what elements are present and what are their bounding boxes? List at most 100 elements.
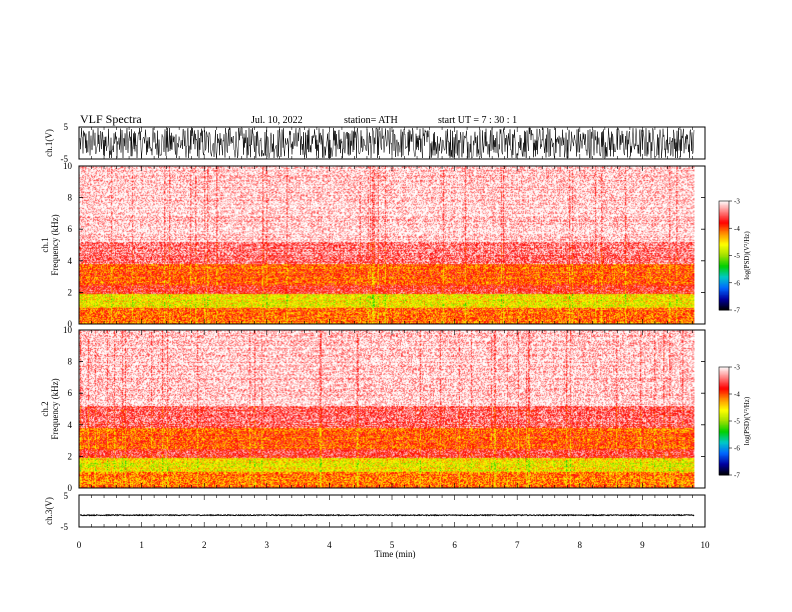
ch1-colorbar-segment [719,262,729,265]
ch2-spec-ytick-label: 6 [68,388,73,398]
ch1-colorbar-segment [719,305,729,308]
ch2-colorbar-segment [719,385,729,388]
ch1-colorbar-segment [719,225,729,228]
ch2-spectrogram-panel: 10 8 6 4 2 0 ch.2 Frequency (kHz) [40,325,706,493]
ch2-colorbar: -3 -4 -5 -6 -7 log(PSD)(V²/Hz) [718,364,751,480]
ch1-colorbar-segment [719,221,729,224]
ch1-colorbar-segment [719,260,729,263]
ch1-colorbar-segment [719,275,729,278]
ch2-colorbar-segment [719,422,729,425]
ch2-colorbar-segment [719,375,729,377]
ch2-colorbar-segment [719,398,729,400]
ch1-colorbar-segment [719,235,729,237]
ch1-colorbar-segment [719,292,729,295]
ch2-spectrogram-image [79,330,695,488]
ch1-colorbar-segment [719,207,729,210]
ch2-colorbar-segment [719,391,729,394]
ch1-colorbar-segment [719,237,729,240]
ch1-colorbar-tick-label: -7 [734,307,740,315]
ch1-colorbar-segment [719,282,729,285]
ch2-colorbar-segment [719,411,729,414]
ch2-colorbar-segment [719,449,729,452]
ch2-colorbar-segment [719,395,729,398]
ch1-colorbar-segment [719,224,729,227]
ch2-colorbar-segment [719,453,729,456]
ch2-colorbar-segment [719,452,729,454]
ch1-wave-ytick-bottom: -5 [61,154,69,164]
ch3-wave-ytick-top: 5 [64,491,69,501]
ch1-colorbar-segment [719,220,729,222]
ch1-colorbar-segment [719,304,729,307]
ch2-colorbar-segment [719,379,729,381]
ch1-colorbar-segment [719,288,729,291]
ch2-colorbar-segment [719,396,729,399]
x-axis-label: Time (min) [375,549,416,559]
ch2-colorbar-tick-label: -5 [734,418,740,426]
ch2-colorbar-label: log(PSD)(V²/Hz) [743,396,751,445]
ch1-colorbar-segment [719,299,729,301]
ch1-colorbar-segment [719,211,729,214]
ch1-colorbar-segment [719,267,729,270]
time-axis-tick-label: 8 [578,540,583,550]
ch1-colorbar-segment [719,258,729,261]
ch2-colorbar-segment [719,439,729,442]
ch2-colorbar-segment [719,433,729,435]
ch1-colorbar-segment [719,270,729,273]
station-label: station= ATH [344,115,398,126]
ch1-colorbar-segment [719,217,729,220]
ch2-colorbar-segment [719,404,729,407]
ch1-spectrogram-image [79,166,695,324]
time-axis-tick-label: 6 [452,540,457,550]
ch2-colorbar-tick-label: -6 [734,445,740,453]
ch1-colorbar-segment [719,214,729,217]
ch1-colorbar-segment [719,281,729,284]
time-axis-tick-label: 5 [390,540,395,550]
ch2-colorbar-segment [719,407,729,410]
ch1-colorbar-segment [719,285,729,288]
ch1-colorbar-label: log(PSD)(V²/Hz) [743,231,751,280]
ch1-colorbar-segment [719,274,729,277]
ch1-colorbar-segment [719,290,729,293]
ch1-colorbar-segment [719,203,729,206]
ch2-colorbar-segment [719,368,729,371]
ch2-colorbar-segment [719,466,729,469]
ch1-colorbar-segment [719,202,729,205]
ch2-colorbar-segment [719,425,729,427]
ch2-colorbar-segment [719,437,729,440]
ch1-colorbar-segment [719,239,729,242]
time-axis-tick-label: 7 [515,540,520,550]
ch1-colorbar-segment [719,230,729,233]
ch2-colorbar-segment [719,394,729,396]
ch1-colorbar-segment [719,250,729,252]
ch2-colorbar-segment [719,465,729,468]
ch1-spec-ylabel: Frequency (kHz) [50,214,60,275]
ch2-spec-ytick-label: 0 [68,483,73,493]
ch2-colorbar-segment [719,448,729,450]
ch1-colorbar-segment [719,266,729,269]
ch2-colorbar-segment [719,408,729,411]
ch2-colorbar-segment [719,434,729,437]
ch1-colorbar-segment [719,201,729,203]
ch1-colorbar-segment [719,215,729,218]
ch2-colorbar-tick-label: -4 [734,391,740,399]
ch2-colorbar-segment [719,423,729,426]
time-axis-tick-label: 3 [265,540,270,550]
ch2-colorbar-segment [719,392,729,395]
ch2-colorbar-segment [719,464,729,467]
time-axis-tick-label: 1 [139,540,144,550]
ch2-colorbar-segment [719,462,729,465]
time-axis-tick-label: 0 [77,540,82,550]
ch1-colorbar-segment [719,252,729,255]
ch1-colorbar-segment [719,248,729,251]
ch2-colorbar-segment [719,441,729,444]
ch1-colorbar-segment [719,280,729,282]
ch1-colorbar-segment [719,229,729,232]
ch1-colorbar-segment [719,209,729,212]
ch1-colorbar-segment [719,289,729,292]
ch1-colorbar-segment [719,259,729,262]
ch2-colorbar-segment [719,380,729,383]
ch1-colorbar-tick-label: -4 [734,225,740,233]
ch1-colorbar-segment [719,205,729,207]
ch1-colorbar-segment [719,251,729,254]
